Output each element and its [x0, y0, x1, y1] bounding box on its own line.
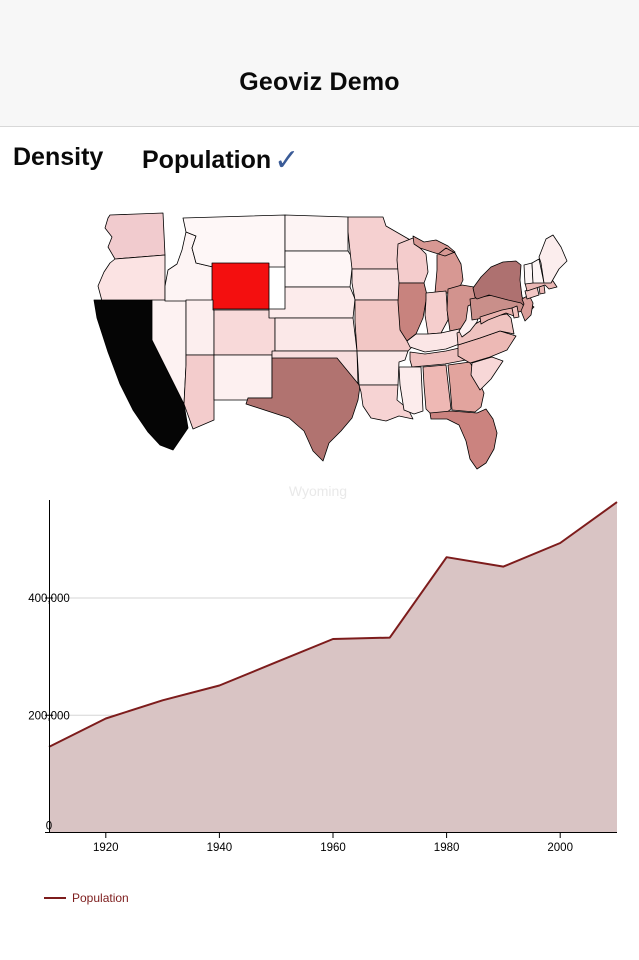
state-sc[interactable]: [470, 356, 504, 391]
state-or[interactable]: [97, 254, 166, 302]
state-de[interactable]: [511, 305, 520, 319]
tab-density-label: Density: [13, 143, 104, 171]
page-title: Geoviz Demo: [239, 68, 400, 96]
x-tick-label: 1960: [320, 842, 346, 854]
state-az[interactable]: [183, 354, 215, 430]
chart-legend: Population: [44, 890, 129, 906]
us-map[interactable]: [88, 205, 588, 475]
state-nm[interactable]: [213, 354, 273, 401]
legend-label: Population: [72, 891, 129, 905]
population-chart: 0 200,000 400,000 1920 1940 1960 1980 2000: [28, 500, 618, 854]
state-la[interactable]: [358, 384, 414, 422]
state-ut[interactable]: [185, 299, 215, 356]
state-co[interactable]: [213, 309, 276, 356]
tab-density[interactable]: Density: [13, 143, 103, 172]
state-ne[interactable]: [268, 286, 356, 319]
state-va[interactable]: [456, 310, 515, 346]
state-in[interactable]: [424, 290, 449, 335]
state-md[interactable]: [479, 307, 515, 325]
state-wy[interactable]: [211, 262, 270, 310]
x-tick-label: 2000: [547, 842, 573, 854]
state-me[interactable]: [538, 234, 568, 284]
state-ny[interactable]: [472, 260, 535, 312]
x-tick-label: 1920: [93, 842, 119, 854]
state-al[interactable]: [422, 364, 452, 414]
state-vt[interactable]: [523, 262, 534, 285]
app-header: Geoviz Demo: [0, 0, 639, 127]
state-il[interactable]: [397, 282, 428, 342]
tab-population-label: Population: [142, 146, 272, 174]
legend-line-icon: [44, 897, 66, 899]
state-ms[interactable]: [398, 366, 424, 415]
check-icon: ✓: [274, 144, 300, 177]
state-mi[interactable]: [412, 235, 464, 294]
x-tick-label: 1980: [434, 842, 460, 854]
area-fill: [49, 502, 617, 833]
x-tick-label: 1940: [207, 842, 233, 854]
population-line: [48, 501, 618, 748]
state-tx[interactable]: [245, 357, 361, 462]
tab-population[interactable]: Population ✓: [142, 143, 299, 178]
state-fl[interactable]: [429, 408, 498, 470]
y-tick-label: 200,000: [28, 710, 70, 722]
y-tick-label: 400,000: [28, 593, 70, 605]
state-sd[interactable]: [284, 250, 354, 288]
y-tick-label: 0: [46, 821, 52, 833]
state-nd[interactable]: [284, 214, 349, 252]
selected-state-label: Wyoming: [288, 483, 348, 499]
state-ks[interactable]: [274, 317, 358, 352]
state-mt[interactable]: [182, 214, 286, 268]
state-wa[interactable]: [104, 212, 166, 260]
